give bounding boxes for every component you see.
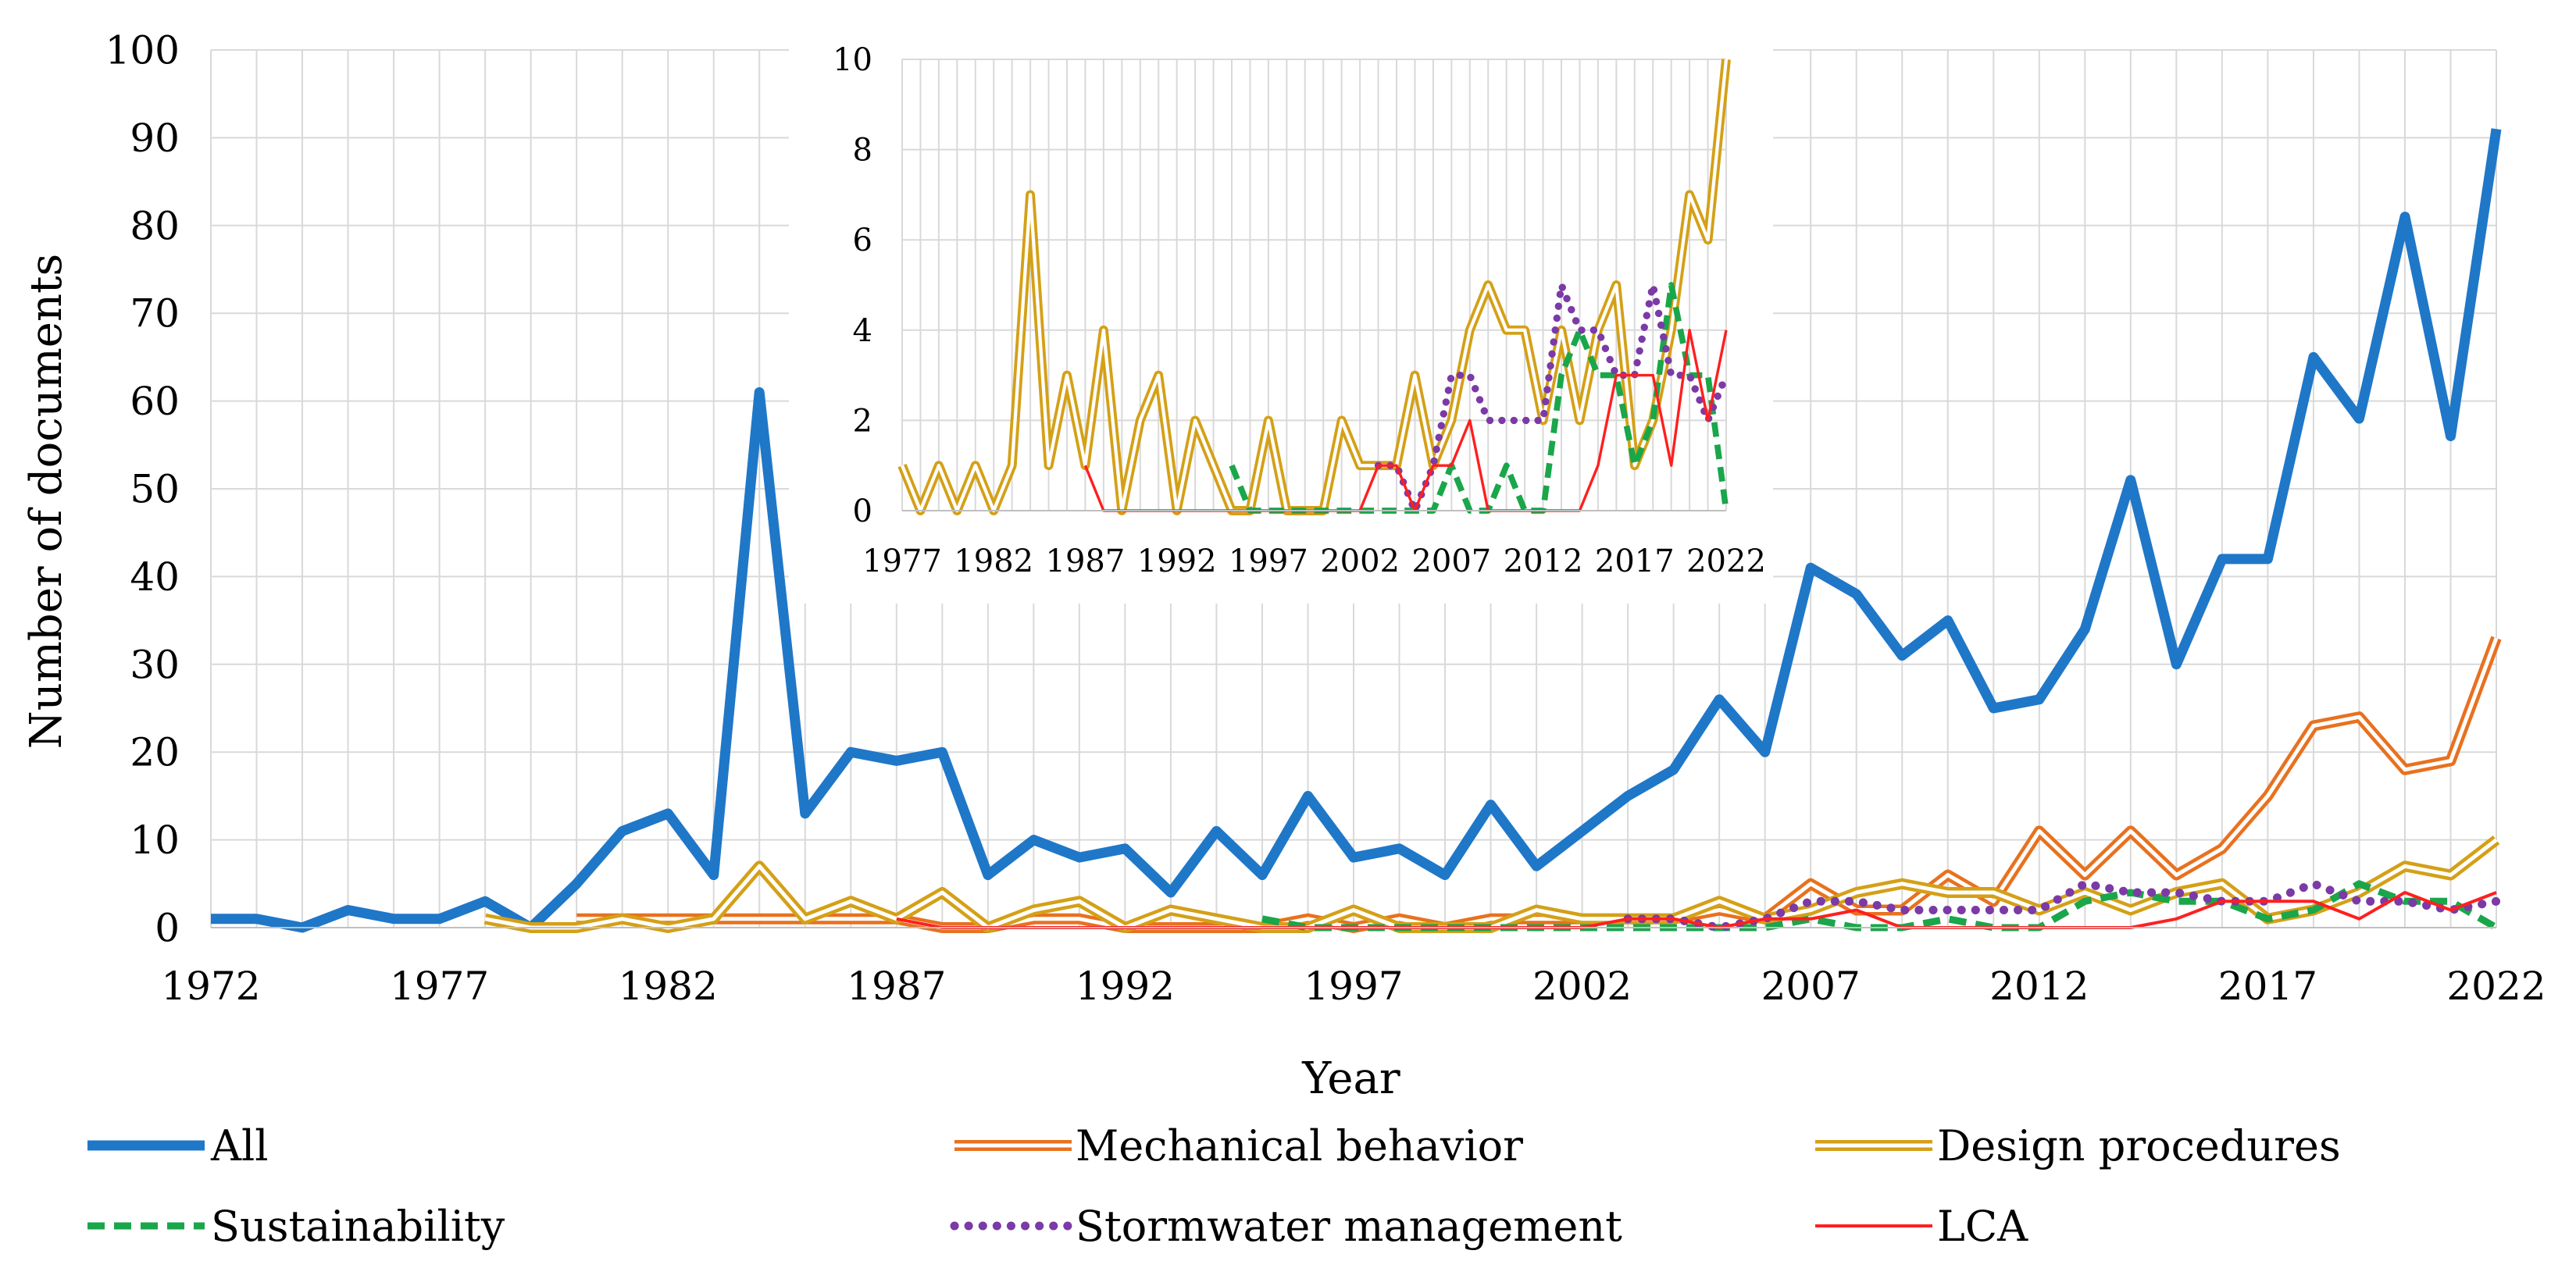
inset-x-tick-label: 1987 [1046,543,1126,579]
inset-y-tick-label: 4 [853,313,872,349]
inset-x-tick-label: 1977 [862,543,942,579]
inset-x-tick-label: 2012 [1504,543,1583,579]
main-x-tick-label: 2007 [1761,964,1861,1009]
legend-label-mechanical-behavior: Mechanical behavior [1076,1121,1523,1170]
legend-label-sustainability: Sustainability [211,1202,505,1251]
inset-axes: 0 2 4 6 8 10 1977 1982 1987 1992 1997 2002 2007 2012 2… [833,42,1766,579]
inset-x-tick-label: 1982 [954,543,1033,579]
main-y-tick-label: 0 [155,906,180,951]
main-y-tick-label: 90 [130,116,180,161]
main-y-tick-label: 10 [130,818,180,863]
main-y-tick-label: 80 [130,203,180,248]
inset-x-tick-label: 2002 [1320,543,1400,579]
legend-item-all: All [87,1121,269,1170]
main-y-tick-label: 40 [130,554,180,600]
inset-panel [789,37,1773,604]
legend-label-stormwater-management: Stormwater management [1076,1202,1622,1251]
legend-item-design-procedures: Design procedures [1815,1121,2341,1170]
legend: All Mechanical behavior Design procedure… [87,1121,2341,1251]
main-grid [210,49,2497,928]
legend-label-design-procedures: Design procedures [1937,1121,2341,1170]
inset-grid [901,59,1727,511]
main-x-tick-label: 2012 [1989,964,2089,1009]
main-x-tick-label: 2022 [2446,964,2546,1009]
main-x-tick-label: 2002 [1532,964,1632,1009]
inset-y-tick-label: 6 [853,223,872,258]
inset-y-tick-label: 2 [853,403,872,439]
x-axis-label: Year [1301,1053,1400,1104]
main-y-tick-label: 20 [130,730,180,775]
main-x-tick-label: 1977 [390,964,489,1009]
inset-x-tick-label: 2007 [1411,543,1491,579]
main-x-tick-label: 1972 [161,964,260,1009]
main-y-tick-label: 50 [130,467,180,512]
main-x-tick-label: 1982 [619,964,718,1009]
main-x-tick-label: 1987 [847,964,946,1009]
inset-x-tick-label: 1997 [1229,543,1308,579]
legend-item-sustainability: Sustainability [87,1202,505,1251]
inset-y-tick-label: 10 [833,42,872,78]
inset-series-stormwater-management-line [1374,281,1730,515]
main-x-tick-label: 1992 [1076,964,1175,1009]
inset-x-tick-label: 2017 [1595,543,1675,579]
y-axis-label: Number of documents [21,254,72,750]
legend-item-lca: LCA [1815,1202,2028,1251]
legend-item-mechanical-behavior: Mechanical behavior [954,1121,1523,1170]
main-y-tick-label: 100 [105,28,180,73]
main-x-tick-label: 2017 [2218,964,2317,1009]
legend-label-lca: LCA [1937,1202,2028,1251]
inset-y-tick-label: 8 [853,133,872,169]
main-series-all-line [211,128,2502,933]
main-y-tick-label: 70 [130,291,180,337]
legend-label-all: All [210,1121,269,1170]
inset-y-tick-label: 0 [853,493,872,529]
main-y-tick-label: 60 [130,379,180,424]
inset-x-tick-label: 1992 [1137,543,1217,579]
inset-x-tick-label: 2022 [1686,543,1766,579]
legend-item-stormwater-management: Stormwater management [950,1202,1622,1251]
main-x-tick-label: 1997 [1304,964,1403,1009]
main-y-tick-label: 30 [130,642,180,687]
